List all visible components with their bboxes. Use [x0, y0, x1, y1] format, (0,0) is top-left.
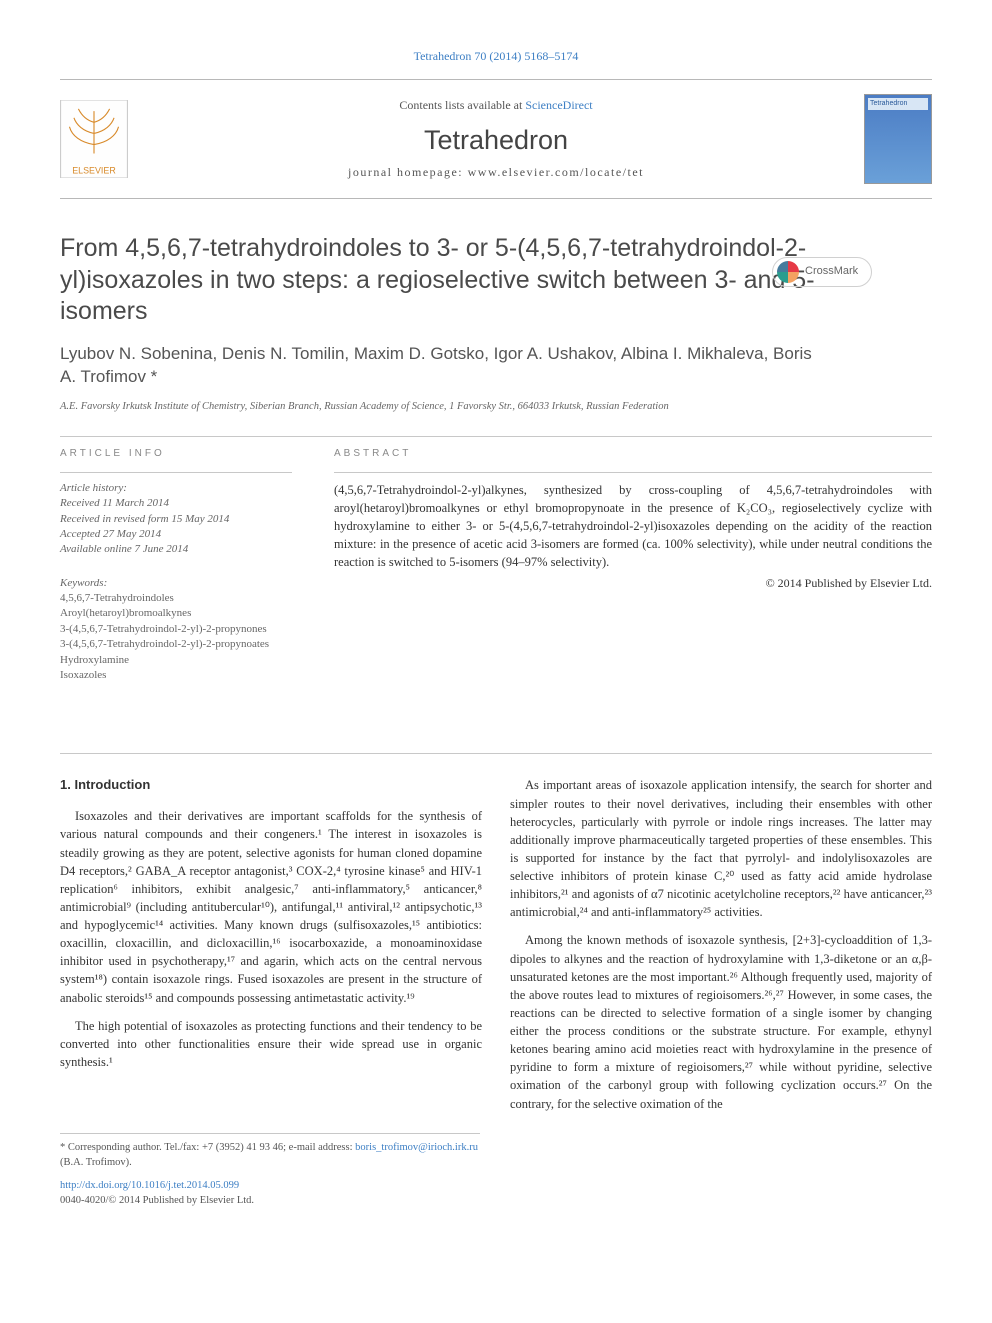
body-paragraph: Among the known methods of isoxazole syn…: [510, 931, 932, 1112]
masthead: ELSEVIER Contents lists available at Sci…: [60, 79, 932, 199]
affiliation: A.E. Favorsky Irkutsk Institute of Chemi…: [60, 399, 880, 414]
volume-citation-link[interactable]: Tetrahedron 70 (2014) 5168–5174: [414, 49, 579, 63]
divider: [334, 472, 932, 473]
keyword: 3-(4,5,6,7-Tetrahydroindol-2-yl)-2-propy…: [60, 637, 292, 652]
journal-name: Tetrahedron: [140, 121, 852, 160]
contents-prefix: Contents lists available at: [399, 98, 525, 112]
keywords: Keywords: 4,5,6,7-Tetrahydroindoles Aroy…: [60, 576, 292, 684]
abstract-text: (4,5,6,7-Tetrahydroindol-2-yl)alkynes, s…: [334, 481, 932, 572]
abstract-copyright: © 2014 Published by Elsevier Ltd.: [334, 575, 932, 592]
keyword: 3-(4,5,6,7-Tetrahydroindol-2-yl)-2-propy…: [60, 622, 292, 637]
keyword: 4,5,6,7-Tetrahydroindoles: [60, 591, 292, 606]
publisher-logo: ELSEVIER: [60, 100, 128, 178]
abstract-head: ABSTRACT: [334, 447, 932, 462]
crossmark-label: CrossMark: [805, 264, 858, 280]
publisher-logo-text: ELSEVIER: [72, 166, 116, 176]
footnote-text: Corresponding author. Tel./fax: +7 (3952…: [65, 1142, 355, 1153]
history-item: Received 11 March 2014: [60, 496, 292, 511]
body-paragraph: Isoxazoles and their derivatives are imp…: [60, 807, 482, 1006]
keyword: Hydroxylamine: [60, 653, 292, 668]
divider: [60, 472, 292, 473]
divider: [60, 753, 932, 754]
issn-line: 0040-4020/© 2014 Published by Elsevier L…: [60, 1193, 932, 1208]
keyword: Aroyl(hetaroyl)bromoalkynes: [60, 606, 292, 621]
divider: [60, 436, 932, 437]
contents-line: Contents lists available at ScienceDirec…: [140, 97, 852, 114]
crossmark-icon: [777, 261, 799, 283]
history-item: Available online 7 June 2014: [60, 542, 292, 557]
article-info-head: ARTICLE INFO: [60, 447, 292, 462]
body-paragraph: The high potential of isoxazoles as prot…: [60, 1017, 482, 1071]
doi-link[interactable]: http://dx.doi.org/10.1016/j.tet.2014.05.…: [60, 1180, 239, 1191]
corresponding-author-note: * Corresponding author. Tel./fax: +7 (39…: [60, 1133, 480, 1170]
body-paragraph: As important areas of isoxazole applicat…: [510, 776, 932, 921]
author-list: Lyubov N. Sobenina, Denis N. Tomilin, Ma…: [60, 343, 820, 389]
history-head: Article history:: [60, 481, 292, 496]
homepage-url[interactable]: www.elsevier.com/locate/tet: [468, 165, 644, 179]
footnote-suffix: (B.A. Trofimov).: [60, 1157, 132, 1168]
volume-citation: Tetrahedron 70 (2014) 5168–5174: [60, 48, 932, 65]
journal-cover-thumb: [864, 94, 932, 184]
section-heading: 1. Introduction: [60, 776, 482, 795]
footnote-email-link[interactable]: boris_trofimov@irioch.irk.ru: [355, 1142, 478, 1153]
homepage-prefix: journal homepage:: [348, 165, 468, 179]
keyword: Isoxazoles: [60, 668, 292, 683]
crossmark-badge[interactable]: CrossMark: [772, 257, 872, 287]
journal-homepage: journal homepage: www.elsevier.com/locat…: [140, 164, 852, 181]
article-title: From 4,5,6,7-tetrahydroindoles to 3- or …: [60, 233, 820, 327]
article-history: Article history: Received 11 March 2014 …: [60, 481, 292, 558]
history-item: Accepted 27 May 2014: [60, 527, 292, 542]
keywords-head: Keywords:: [60, 576, 292, 591]
body-columns: 1. Introduction Isoxazoles and their der…: [60, 776, 932, 1112]
doi: http://dx.doi.org/10.1016/j.tet.2014.05.…: [60, 1178, 932, 1193]
history-item: Received in revised form 15 May 2014: [60, 512, 292, 527]
sciencedirect-link[interactable]: ScienceDirect: [525, 98, 592, 112]
